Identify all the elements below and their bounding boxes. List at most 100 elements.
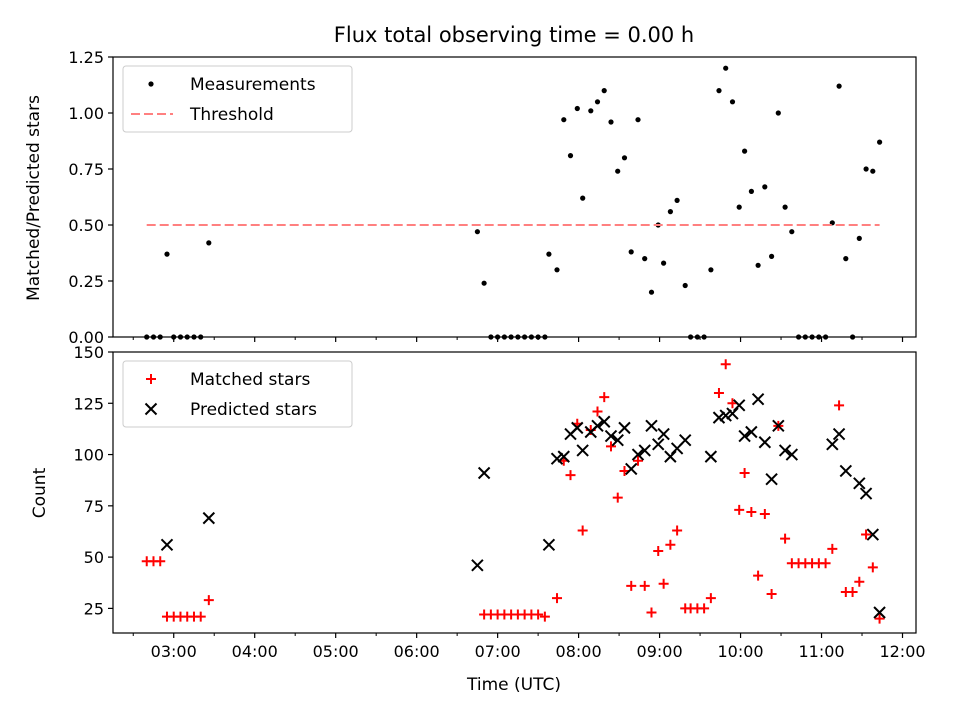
- series-matched-stars: [141, 359, 885, 624]
- predicted-star-point: [826, 438, 839, 451]
- top-legend-marker: [148, 81, 154, 87]
- measurement-point: [580, 195, 586, 201]
- measurement-point: [729, 99, 736, 105]
- predicted-star-point: [859, 487, 873, 500]
- matched-star-point: [632, 455, 643, 466]
- matched-star-point: [739, 468, 750, 479]
- measurement-point: [561, 117, 567, 123]
- predicted-star-point: [625, 462, 638, 476]
- matched-star-point: [653, 545, 664, 556]
- predicted-star-point: [202, 511, 216, 525]
- matched-star-point: [672, 525, 683, 536]
- top-y-tick-label: 0.25: [68, 272, 104, 291]
- predicted-star-point: [576, 444, 589, 457]
- predicted-star-point: [657, 427, 670, 441]
- measurement-point: [661, 260, 667, 266]
- matched-star-point: [827, 543, 838, 554]
- predicted-star-point: [160, 538, 174, 552]
- measurement-point: [870, 168, 876, 174]
- predicted-star-point: [712, 411, 726, 424]
- predicted-star-point: [604, 429, 618, 443]
- bottom-x-tick-label: 04:00: [232, 642, 278, 661]
- measurement-point: [206, 240, 212, 246]
- measurement-point: [628, 249, 634, 255]
- measurement-point: [748, 188, 755, 194]
- measurement-point: [863, 166, 869, 172]
- measurement-point: [856, 235, 862, 241]
- matched-star-point: [780, 533, 791, 544]
- measurement-point: [755, 262, 761, 268]
- matched-star-point: [552, 593, 563, 604]
- matched-star-point: [766, 589, 777, 600]
- measurement-point: [742, 148, 748, 154]
- top-y-tick-label: 1.00: [68, 104, 104, 123]
- measurement-point: [574, 105, 580, 112]
- predicted-star-point: [765, 472, 778, 486]
- measurement-point: [474, 229, 480, 235]
- predicted-star-point: [732, 399, 746, 412]
- measurement-point: [836, 83, 842, 89]
- bottom-x-tick-label: 09:00: [637, 642, 683, 661]
- measurement-point: [775, 110, 781, 116]
- bottom-y-tick-label: 125: [73, 394, 104, 413]
- measurement-point: [588, 108, 594, 114]
- predicted-star-point: [785, 448, 799, 461]
- top-legend-label: Measurements: [190, 75, 316, 95]
- matched-star-point: [639, 580, 650, 591]
- predicted-star-point: [873, 606, 886, 619]
- measurement-point: [554, 267, 560, 273]
- bottom-legend-label: Predicted stars: [190, 400, 317, 420]
- predicted-star-point: [471, 559, 484, 572]
- bottom-legend-marker: [144, 402, 158, 416]
- predicted-star-point: [866, 528, 880, 541]
- bottom-x-tick-label: 12:00: [879, 642, 925, 661]
- matched-star-point: [577, 525, 588, 536]
- measurement-point: [642, 256, 648, 262]
- bottom-x-tick-label: 10:00: [717, 642, 763, 661]
- measurement-point: [843, 256, 849, 262]
- matched-star-point: [861, 529, 872, 540]
- matched-star-point: [658, 578, 669, 589]
- measurement-point: [481, 280, 487, 286]
- bottom-legend-box: [122, 360, 353, 428]
- top-legend-box: [122, 65, 353, 133]
- predicted-star-point: [832, 427, 846, 441]
- bottom-y-tick-label: 25: [84, 599, 104, 618]
- predicted-star-point: [638, 444, 651, 457]
- predicted-star-point: [591, 419, 604, 433]
- measurement-point: [648, 289, 655, 295]
- bottom-x-tick-label: 03:00: [151, 642, 197, 661]
- matched-star-point: [759, 509, 770, 520]
- top-panel-plot-area: 0.00 0.25 0.50 0.75 1.00 1.25 Measurements Thre…: [68, 48, 917, 347]
- predicted-star-point: [751, 392, 765, 406]
- series-predicted-stars: [160, 392, 886, 619]
- top-y-axis-label: Matched/Predicted stars: [24, 95, 44, 301]
- measurement-point: [615, 168, 621, 174]
- predicted-star-point: [477, 466, 491, 480]
- measurement-point: [682, 282, 688, 289]
- matched-star-point: [155, 556, 166, 567]
- measurement-point: [608, 119, 614, 125]
- measurement-point: [164, 251, 170, 257]
- matched-star-point: [705, 593, 716, 604]
- predicted-star-point: [726, 407, 739, 420]
- matched-star-point: [195, 611, 206, 622]
- predicted-star-point: [645, 419, 658, 433]
- top-y-tick-label: 0.00: [68, 328, 104, 347]
- matched-star-point: [734, 504, 745, 515]
- matched-star-point: [539, 611, 550, 622]
- matched-star-point: [867, 562, 878, 573]
- bottom-x-axis-label: Time (UTC): [466, 675, 561, 695]
- predicted-star-point: [550, 452, 564, 465]
- measurement-point: [762, 184, 768, 190]
- matched-star-point: [646, 607, 657, 618]
- top-y-tick-label: 0.50: [68, 216, 104, 235]
- bottom-y-tick-label: 75: [84, 497, 104, 516]
- matched-star-point: [699, 603, 710, 614]
- measurement-point: [723, 65, 729, 71]
- matched-star-point: [713, 388, 724, 399]
- matched-star-point: [854, 576, 865, 587]
- predicted-star-point: [853, 477, 866, 490]
- top-y-tick-label: 0.75: [68, 160, 104, 179]
